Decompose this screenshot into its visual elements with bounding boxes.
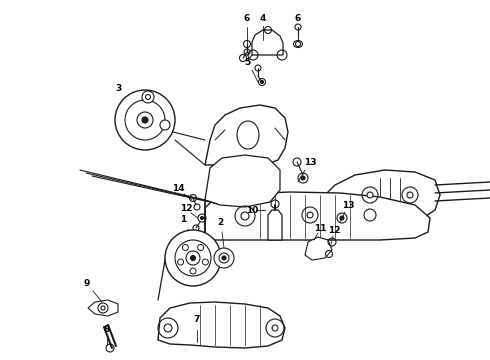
Polygon shape xyxy=(305,237,332,260)
Text: 11: 11 xyxy=(314,224,326,233)
Text: 7: 7 xyxy=(194,315,200,324)
Polygon shape xyxy=(268,210,282,240)
Polygon shape xyxy=(252,30,283,55)
Polygon shape xyxy=(320,170,440,225)
Text: 6: 6 xyxy=(244,14,250,23)
Circle shape xyxy=(340,216,344,220)
Circle shape xyxy=(175,240,211,276)
Circle shape xyxy=(407,192,413,198)
Polygon shape xyxy=(205,155,280,207)
Circle shape xyxy=(200,216,203,220)
Text: 10: 10 xyxy=(246,206,258,215)
Text: 4: 4 xyxy=(260,14,266,23)
Text: 5: 5 xyxy=(244,58,250,67)
Text: 2: 2 xyxy=(217,217,223,226)
Polygon shape xyxy=(205,192,430,240)
Circle shape xyxy=(197,244,204,251)
Circle shape xyxy=(219,253,229,263)
Polygon shape xyxy=(158,302,285,348)
Circle shape xyxy=(125,100,165,140)
Circle shape xyxy=(182,244,188,251)
Circle shape xyxy=(115,90,175,150)
Circle shape xyxy=(186,251,200,265)
Circle shape xyxy=(202,259,208,265)
Text: 1: 1 xyxy=(180,215,186,224)
Circle shape xyxy=(191,256,196,261)
Ellipse shape xyxy=(294,40,302,48)
Circle shape xyxy=(367,192,373,198)
Circle shape xyxy=(160,120,170,130)
Circle shape xyxy=(301,176,305,180)
Text: 8: 8 xyxy=(104,325,110,334)
Text: 13: 13 xyxy=(342,201,354,210)
Text: 12: 12 xyxy=(180,203,192,212)
Circle shape xyxy=(214,248,234,268)
Polygon shape xyxy=(205,105,288,165)
Circle shape xyxy=(178,259,184,265)
Circle shape xyxy=(137,112,153,128)
Text: 12: 12 xyxy=(328,225,340,234)
Text: 3: 3 xyxy=(115,84,121,93)
Text: 6: 6 xyxy=(295,14,301,23)
Polygon shape xyxy=(88,300,118,316)
Circle shape xyxy=(261,81,264,84)
Text: 14: 14 xyxy=(172,184,184,193)
Text: 9: 9 xyxy=(84,279,90,288)
Circle shape xyxy=(190,268,196,274)
Text: 13: 13 xyxy=(304,158,316,166)
Circle shape xyxy=(165,230,221,286)
Circle shape xyxy=(142,91,154,103)
Circle shape xyxy=(142,117,148,123)
Circle shape xyxy=(222,256,226,260)
